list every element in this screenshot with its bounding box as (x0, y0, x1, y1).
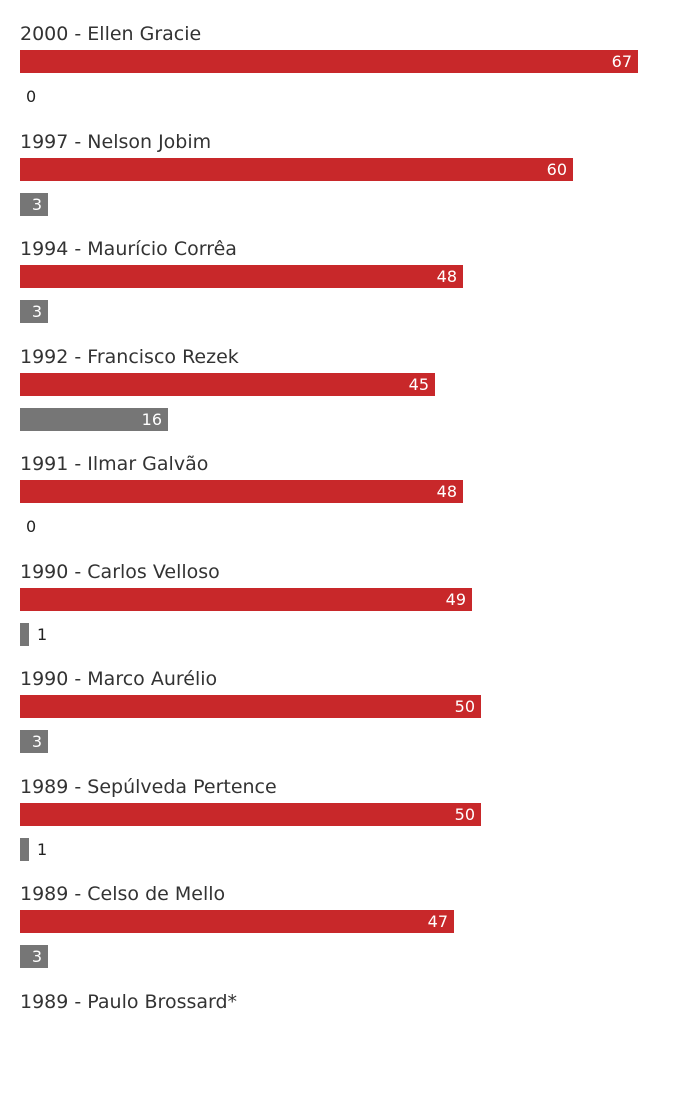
bar-no-value: 16 (141, 410, 162, 429)
bar-yes: 60 (20, 158, 573, 181)
bar-yes-value: 49 (445, 590, 466, 609)
chart-row: 1989 - Celso de Mello 47 3 (0, 882, 684, 989)
bar-no: 3 (20, 193, 48, 216)
chart-row: 1989 - Paulo Brossard* (0, 990, 684, 1097)
chart-row: 2000 - Ellen Gracie 67 0 (0, 22, 684, 129)
row-label: 1990 - Marco Aurélio (20, 668, 218, 690)
row-label: 1991 - Ilmar Galvão (20, 453, 209, 475)
bar-yes: 50 (20, 695, 481, 718)
row-label: 1990 - Carlos Velloso (20, 561, 220, 583)
row-label: 1997 - Nelson Jobim (20, 131, 212, 153)
bar-yes: 49 (20, 588, 472, 611)
chart-row: 1990 - Carlos Velloso 49 1 (0, 560, 684, 667)
chart-row: 1992 - Francisco Rezek 45 16 (0, 345, 684, 452)
bar-yes: 48 (20, 480, 463, 503)
bar-no-value: 1 (37, 840, 48, 859)
bar-no: 1 (20, 623, 47, 646)
bar-yes-value: 50 (454, 697, 475, 716)
chart-row: 1990 - Marco Aurélio 50 3 (0, 667, 684, 774)
bar-no-value: 0 (26, 87, 37, 106)
bar-yes: 47 (20, 910, 454, 933)
chart-row: 1989 - Sepúlveda Pertence 50 1 (0, 775, 684, 882)
bar-yes-value: 60 (546, 160, 567, 179)
bar-no-value: 3 (31, 732, 42, 751)
bar-yes-value: 48 (436, 267, 457, 286)
bar-no: 1 (20, 838, 47, 861)
bar-no: 3 (20, 730, 48, 753)
bar-no: 16 (20, 408, 168, 431)
bar-yes-value: 45 (408, 375, 429, 394)
bar-yes: 48 (20, 265, 463, 288)
bar-no-value: 3 (31, 947, 42, 966)
bar-no-value: 3 (31, 302, 42, 321)
row-label: 2000 - Ellen Gracie (20, 23, 202, 45)
bar-yes-value: 67 (611, 52, 632, 71)
row-label: 1992 - Francisco Rezek (20, 346, 239, 368)
bar-no: 3 (20, 300, 48, 323)
bar-no-value: 3 (31, 195, 42, 214)
bar-yes: 67 (20, 50, 638, 73)
chart-row: 1994 - Maurício Corrêa 48 3 (0, 237, 684, 344)
row-label: 1989 - Sepúlveda Pertence (20, 776, 277, 798)
bar-yes-value: 50 (454, 805, 475, 824)
bar-no-value: 1 (37, 625, 48, 644)
bar-no-value: 0 (26, 517, 37, 536)
row-label: 1994 - Maurício Corrêa (20, 238, 237, 260)
chart-row: 1991 - Ilmar Galvão 48 0 (0, 452, 684, 559)
bar-yes-value: 48 (436, 482, 457, 501)
bar-no: 3 (20, 945, 48, 968)
bar-yes-value: 47 (427, 912, 448, 931)
row-label: 1989 - Paulo Brossard* (20, 991, 238, 1013)
row-label: 1989 - Celso de Mello (20, 883, 226, 905)
bar-yes: 45 (20, 373, 435, 396)
chart-row: 1997 - Nelson Jobim 60 3 (0, 130, 684, 237)
bar-yes: 50 (20, 803, 481, 826)
bar-chart: 2000 - Ellen Gracie 67 0 1997 - Nelson Jobi… (0, 22, 684, 1013)
